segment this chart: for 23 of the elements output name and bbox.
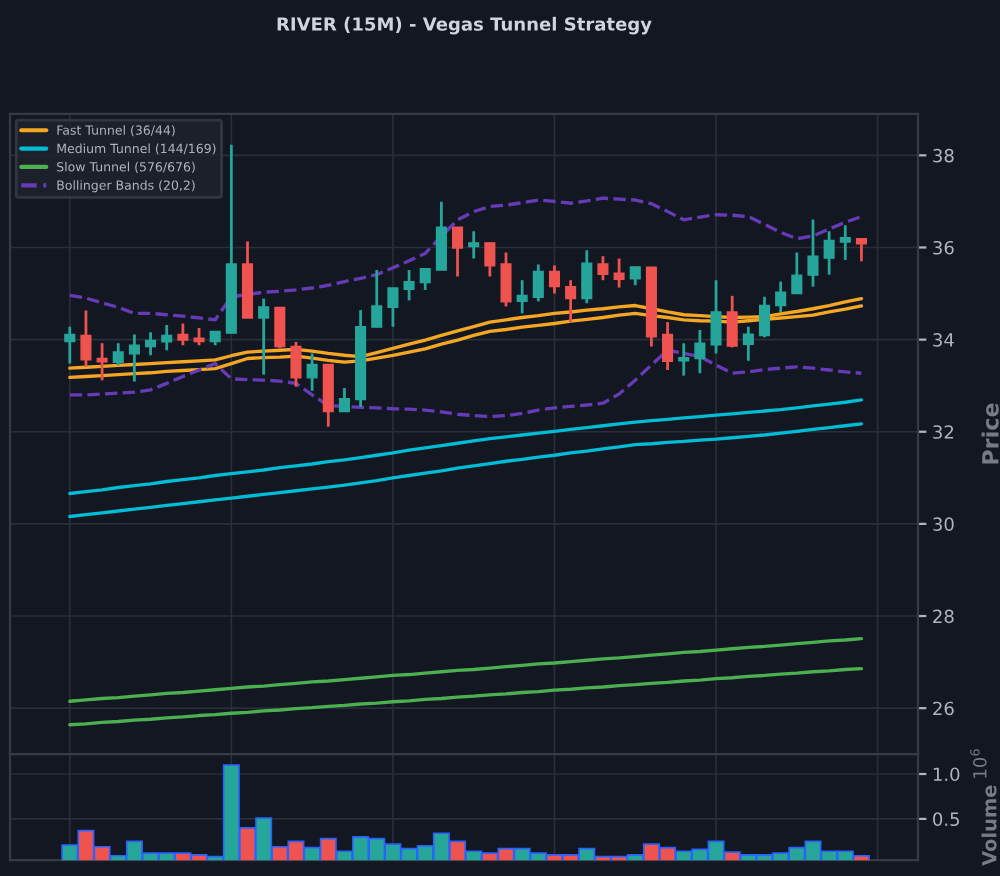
y-axis-title: Volume — [981, 785, 997, 866]
candlestick — [290, 340, 302, 388]
y-tick-label: 26 — [933, 701, 954, 716]
line-series — [68, 666, 864, 727]
y-tick-label: 1.0 — [933, 767, 960, 782]
y-tick-label: 36 — [933, 240, 954, 255]
y-tick-label: 0.5 — [933, 812, 960, 827]
y-axis-title: Price — [981, 403, 999, 464]
candlestick — [274, 305, 286, 350]
line-series — [68, 422, 864, 519]
y-tick-label: 34 — [933, 333, 954, 347]
line-series — [68, 636, 864, 703]
y-tick-label: 38 — [933, 148, 954, 163]
candlestick — [807, 217, 819, 289]
text: 10$^{6}$ — [970, 749, 987, 778]
line-series — [68, 304, 864, 380]
chart-title: RIVER (15M) - Vegas Tunnel Strategy — [277, 16, 652, 35]
line-series — [68, 398, 864, 496]
y-tick-label: 30 — [933, 517, 954, 532]
line-series — [68, 196, 864, 322]
y-tick-label: 32 — [933, 425, 954, 439]
y-tick-label: 28 — [933, 609, 954, 624]
candlestick — [500, 251, 512, 308]
